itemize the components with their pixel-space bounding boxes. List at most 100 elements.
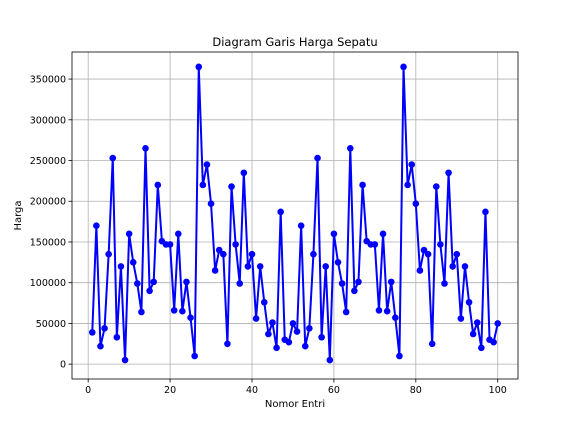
data-point [113, 333, 121, 341]
data-point [457, 315, 465, 322]
y-tick-label: 350000 [30, 75, 66, 86]
x-tick-label: 60 [328, 385, 340, 396]
data-point [232, 241, 239, 248]
data-point [93, 222, 100, 229]
data-point [260, 298, 268, 306]
x-tick-label: 40 [246, 385, 258, 396]
data-point [494, 320, 502, 327]
data-point [105, 250, 112, 258]
plot-frame [71, 51, 519, 380]
data-point [355, 278, 362, 286]
data-point [490, 338, 497, 346]
data-point [346, 145, 354, 152]
data-point [117, 263, 125, 270]
x-tick-label: 100 [489, 385, 507, 396]
series-polyline [91, 65, 499, 362]
data-point [482, 208, 489, 216]
data-point [359, 181, 366, 189]
chart-title: Diagram Garis Harga Sepatu [212, 35, 377, 49]
data-point [195, 63, 203, 71]
data-point [240, 169, 248, 177]
data-point [432, 183, 440, 190]
data-point [248, 250, 256, 258]
data-point [478, 344, 485, 352]
data-point [469, 330, 477, 338]
data-point [289, 320, 297, 327]
data-point [166, 241, 174, 248]
data-point [449, 263, 456, 270]
data-point [461, 263, 469, 270]
data-point [224, 340, 231, 348]
data-point [379, 230, 387, 238]
y-tick-label: 50000 [36, 319, 66, 330]
data-point [220, 250, 227, 258]
data-point [330, 230, 338, 238]
data-point [473, 319, 481, 326]
data-point [134, 280, 141, 287]
data-point [154, 181, 162, 189]
data-point [318, 333, 325, 341]
data-point [125, 230, 133, 238]
data-point [252, 315, 260, 322]
series-points [88, 63, 502, 364]
data-point [392, 314, 399, 322]
x-tick-label: 20 [164, 385, 176, 396]
data-point [138, 308, 145, 316]
data-point [396, 352, 403, 360]
x-tick-label: 0 [85, 385, 91, 396]
data-point [387, 278, 395, 286]
data-point [97, 342, 104, 350]
series-line [91, 65, 499, 362]
data-point [269, 319, 276, 326]
y-tick-label: 200000 [30, 197, 66, 208]
y-axis-ticks: 0 50000 100000 150000 200000 250000 300000 3500… [30, 75, 72, 371]
data-point [314, 154, 321, 162]
data-point [351, 287, 358, 295]
data-point [109, 154, 117, 162]
data-point [301, 342, 309, 350]
data-point [297, 222, 305, 229]
data-point [322, 263, 330, 270]
data-point [129, 259, 137, 266]
data-point [244, 263, 252, 270]
data-point [101, 325, 108, 332]
data-point [412, 200, 420, 207]
data-point [228, 183, 235, 190]
data-point [256, 263, 264, 270]
data-point [400, 63, 407, 71]
data-point [121, 356, 129, 364]
data-point [420, 246, 428, 254]
data-point [437, 241, 444, 248]
data-point [310, 250, 317, 258]
x-axis-ticks: 0 20 40 60 80 100 [85, 379, 507, 396]
data-point [441, 280, 448, 287]
data-point [293, 328, 301, 335]
data-point [174, 230, 182, 238]
data-point [191, 352, 198, 360]
data-point [88, 329, 96, 336]
data-point [211, 267, 219, 274]
data-point [285, 338, 293, 346]
data-point [306, 325, 313, 332]
data-point [142, 145, 149, 152]
y-tick-label: 0 [60, 360, 66, 371]
data-point [146, 287, 153, 295]
data-point [416, 267, 424, 274]
data-point [265, 330, 272, 338]
data-point [236, 280, 244, 287]
y-axis-label: Harga [13, 200, 24, 230]
data-point [179, 307, 186, 315]
data-point [428, 340, 436, 348]
data-point [342, 308, 350, 316]
data-point [273, 344, 280, 352]
data-point [170, 307, 178, 314]
data-point [424, 250, 432, 258]
data-point [408, 161, 416, 168]
x-tick-label: 80 [410, 385, 422, 396]
x-axis-label: Nomor Entri [265, 399, 325, 410]
data-point [203, 161, 211, 168]
data-point [183, 278, 190, 286]
y-tick-label: 300000 [30, 115, 66, 126]
data-point [207, 200, 215, 207]
